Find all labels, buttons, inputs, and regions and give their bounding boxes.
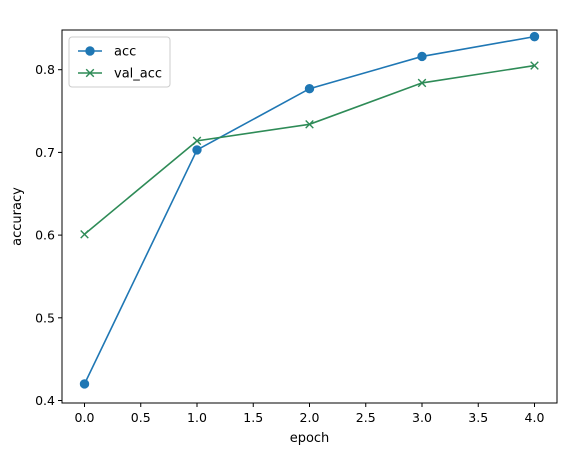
legend-item: val_acc bbox=[78, 67, 162, 82]
legend: acc val_acc bbox=[68, 36, 171, 88]
x-tick-label: 3.0 bbox=[412, 410, 432, 425]
data-point bbox=[79, 379, 90, 389]
y-tick-label: 0.4 bbox=[35, 393, 55, 408]
legend-label: acc bbox=[114, 45, 136, 60]
y-tick-label: 0.8 bbox=[35, 62, 55, 77]
x-tick-label: 1.0 bbox=[187, 410, 207, 425]
data-point bbox=[417, 78, 427, 88]
legend-label: val_acc bbox=[114, 67, 162, 82]
y-tick-label: 0.7 bbox=[35, 145, 55, 160]
data-point bbox=[529, 31, 540, 42]
legend-item: acc bbox=[78, 45, 136, 60]
y-tick-label: 0.5 bbox=[35, 310, 55, 325]
legend-marker bbox=[85, 46, 95, 56]
x-tick-label: 3.5 bbox=[468, 410, 488, 425]
legend-marker bbox=[85, 68, 95, 78]
y-tick-label: 0.6 bbox=[35, 228, 55, 243]
x-axis-label: epoch bbox=[290, 431, 330, 446]
series-val-acc bbox=[80, 61, 539, 239]
y-axis-label: accuracy bbox=[10, 187, 25, 246]
x-tick-label: 0.5 bbox=[131, 410, 151, 425]
x-tick-label: 2.0 bbox=[300, 410, 320, 425]
x-axis-ticks: 0.0 0.5 1.0 1.5 2.0 2.5 3.0 3.5 4.0 bbox=[75, 403, 545, 425]
data-point bbox=[304, 84, 315, 94]
x-tick-label: 0.0 bbox=[75, 410, 95, 425]
data-point bbox=[530, 61, 539, 70]
data-point bbox=[305, 119, 314, 129]
y-axis-ticks: 0.4 0.5 0.6 0.7 0.8 bbox=[35, 62, 62, 408]
data-point bbox=[192, 145, 202, 155]
series-layer bbox=[79, 31, 540, 389]
x-tick-label: 2.5 bbox=[356, 410, 376, 425]
data-point bbox=[417, 51, 427, 62]
data-point bbox=[80, 229, 89, 239]
x-tick-label: 1.5 bbox=[243, 410, 263, 425]
series-acc bbox=[79, 31, 540, 389]
data-point bbox=[192, 136, 202, 146]
x-tick-label: 4.0 bbox=[525, 410, 545, 425]
